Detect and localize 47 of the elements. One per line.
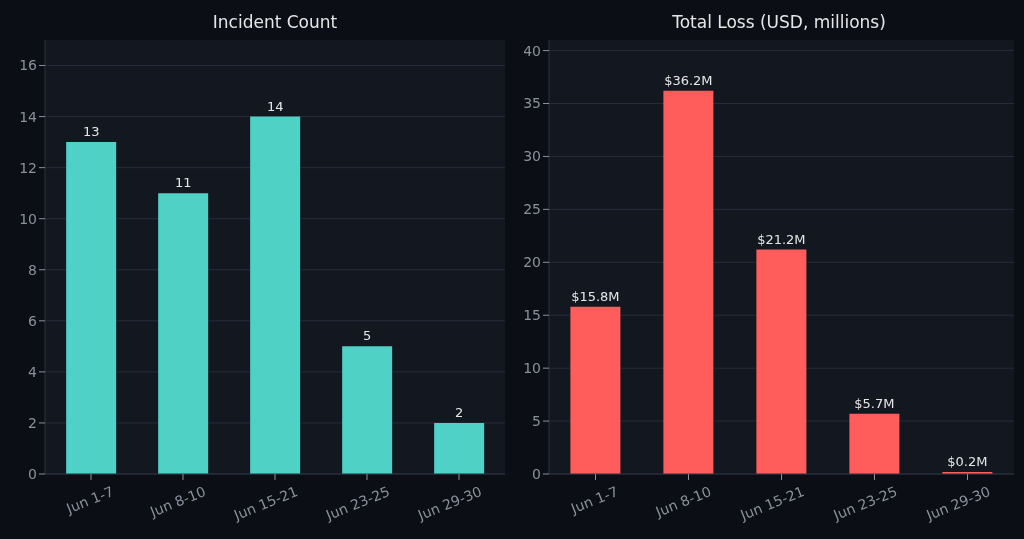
data-label: $0.2M (947, 453, 988, 469)
x-tick-label: Jun 1-7 (567, 483, 621, 517)
bar (342, 346, 393, 474)
x-tick-label: Jun 29-30 (923, 483, 993, 524)
bar (756, 249, 807, 474)
y-tick-label: 6 (28, 312, 38, 329)
data-label: $21.2M (757, 231, 806, 247)
y-tick-label: 15 (523, 307, 541, 324)
bar (434, 422, 485, 474)
y-tick-label: 12 (19, 159, 37, 176)
chart-title: Total Loss (USD, millions) (671, 12, 887, 32)
bar (849, 413, 900, 474)
x-tick-label: Jun 1-7 (63, 483, 116, 517)
chart-title: Incident Count (211, 12, 339, 32)
y-tick-label: 0 (532, 465, 541, 482)
x-tick-label: Jun 15-21 (230, 483, 300, 524)
data-label: $15.8M (571, 288, 620, 304)
bar (158, 193, 209, 474)
data-label: 14 (266, 98, 284, 114)
data-label: 13 (82, 124, 100, 140)
y-tick-label: 10 (19, 210, 37, 227)
bar (570, 306, 621, 474)
y-tick-label: 2 (28, 414, 37, 431)
y-tick-label: 20 (523, 254, 541, 271)
y-tick-label: 10 (523, 360, 541, 377)
y-tick-label: 0 (28, 465, 37, 482)
y-tick-label: 30 (523, 148, 541, 165)
x-tick-label: Jun 29-30 (414, 483, 484, 524)
x-tick-label: Jun 15-21 (737, 483, 807, 524)
bar (663, 90, 714, 474)
y-tick-label: 40 (523, 42, 541, 59)
data-label: $36.2M (664, 72, 713, 88)
bar (66, 142, 117, 474)
x-tick-label: Jun 8-10 (147, 483, 208, 521)
data-label: 11 (174, 175, 192, 191)
y-tick-label: 25 (523, 201, 541, 218)
y-tick-label: 4 (28, 363, 38, 380)
x-tick-label: Jun 8-10 (652, 483, 714, 521)
bar (250, 116, 301, 474)
y-tick-label: 8 (28, 261, 37, 278)
data-label: 2 (455, 404, 464, 420)
y-tick-label: 5 (532, 413, 541, 430)
y-tick-label: 14 (19, 108, 38, 125)
y-tick-label: 35 (523, 95, 541, 112)
data-label: 5 (363, 328, 372, 344)
y-tick-label: 16 (19, 57, 38, 74)
data-label: $5.7M (854, 395, 895, 411)
